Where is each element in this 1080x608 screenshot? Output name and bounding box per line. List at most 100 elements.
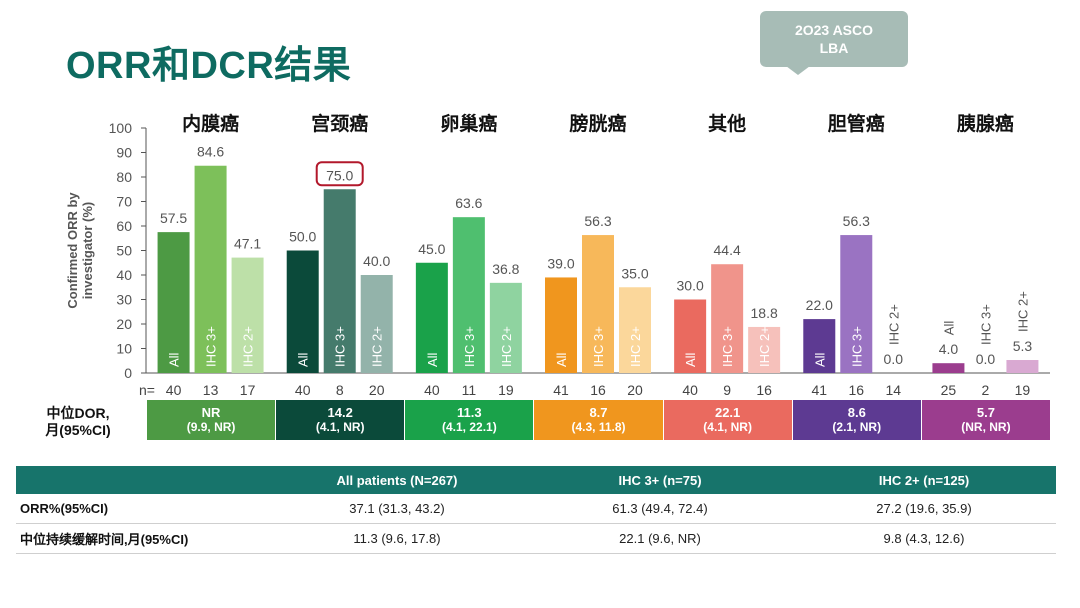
y-axis-title: Confirmed ORR byinvestigator (%) (65, 192, 95, 309)
bar-category-label: IHC 2+ (757, 326, 772, 367)
dor-ci: (2.1, NR) (832, 420, 882, 434)
summary-row-orr: ORR%(95%CI) 37.1 (31.3, 43.2) 61.3 (49.4… (16, 494, 1056, 524)
n-value: 40 (295, 382, 311, 398)
bar (489, 282, 522, 373)
y-tick-label: 80 (116, 169, 132, 185)
n-value: 20 (369, 382, 385, 398)
data-label: 18.8 (751, 305, 778, 321)
bar-category-label: IHC 2+ (241, 326, 256, 367)
dor-label-line-2: 月(95%CI) (45, 422, 111, 438)
summary-row-label: ORR%(95%CI) (16, 494, 266, 524)
dor-ci: (4.1, NR) (315, 420, 365, 434)
bar-category-label: IHC 3+ (462, 326, 477, 367)
n-value: 16 (848, 382, 864, 398)
bar-category-label: IHC 2+ (886, 304, 901, 345)
bar (582, 235, 614, 373)
n-value: 16 (590, 382, 606, 398)
y-tick-label: 70 (116, 194, 132, 210)
bar (1006, 360, 1039, 373)
data-label: 47.1 (234, 236, 261, 252)
dor-value: 5.7 (976, 405, 995, 420)
data-label: 63.6 (455, 195, 482, 211)
y-tick-label: 60 (116, 218, 132, 234)
bar-category-label: IHC 3+ (849, 326, 864, 367)
bar (748, 326, 781, 373)
bar (452, 217, 485, 373)
bar-category-label: IHC 2+ (1015, 291, 1030, 332)
dor-box: 11.3 (4.1, 22.1) (405, 400, 534, 440)
summary-cell: 37.1 (31.3, 43.2) (266, 494, 528, 524)
bar (286, 250, 319, 373)
data-label: 50.0 (289, 229, 316, 245)
conference-badge: 2O23 ASCO LBA (760, 11, 908, 67)
y-tick-label: 0 (124, 365, 132, 381)
group-title: 其他 (708, 112, 746, 135)
dor-value: 11.3 (457, 405, 482, 420)
dor-box: 14.2 (4.1, NR) (276, 400, 405, 440)
y-tick-label: 100 (109, 120, 133, 136)
dor-value: NR (201, 405, 221, 420)
bar-category-label: IHC 2+ (370, 326, 385, 367)
n-value: 2 (982, 382, 990, 398)
dor-box: 8.7 (4.3, 11.8) (534, 400, 663, 440)
data-label: 35.0 (621, 265, 648, 281)
data-label: 5.3 (1013, 338, 1033, 354)
data-label: 56.3 (584, 213, 611, 229)
bar-category-label: IHC 2+ (628, 326, 643, 367)
data-label: 57.5 (160, 210, 187, 226)
n-prefix-label: n= (139, 382, 155, 398)
bar (231, 257, 264, 373)
bar-category-label: IHC 3+ (204, 326, 219, 367)
bar (803, 319, 836, 373)
bar-category-label: IHC 3+ (720, 326, 735, 367)
summary-header-ihc2: IHC 2+ (n=125) (792, 466, 1056, 494)
n-value: 9 (723, 382, 731, 398)
bar-category-label: IHC 3+ (591, 326, 606, 367)
summary-row-label: 中位持续缓解时间,月(95%CI) (16, 523, 266, 554)
summary-row-dor: 中位持续缓解时间,月(95%CI) 11.3 (9.6, 17.8) 22.1 … (16, 523, 1056, 554)
dor-ci: (NR, NR) (961, 420, 1011, 434)
page-title: ORR和DCR结果 (66, 45, 352, 87)
n-value: 41 (811, 382, 827, 398)
n-value: 40 (424, 382, 440, 398)
bar-category-label: All (167, 352, 182, 367)
data-label: 4.0 (939, 341, 959, 357)
bar (619, 287, 651, 373)
summary-header-blank (16, 466, 266, 494)
n-value: 25 (941, 382, 957, 398)
summary-cell: 27.2 (19.6, 35.9) (792, 494, 1056, 524)
group-title: 宫颈癌 (311, 112, 368, 135)
data-label: 84.6 (197, 144, 224, 160)
y-tick-label: 90 (116, 145, 132, 161)
n-value: 40 (682, 382, 698, 398)
data-label: 56.3 (843, 213, 870, 229)
dor-value: 14.2 (327, 405, 353, 420)
dor-ci: (4.1, 22.1) (442, 420, 497, 434)
bar-category-label: All (941, 321, 956, 336)
n-value: 41 (553, 382, 569, 398)
orr-bar-chart: 0 10 20 30 40 50 60 70 80 90 100 Confirmed ORR byin… (65, 112, 1050, 398)
bar-category-label: All (683, 352, 698, 367)
group-title: 内膜癌 (182, 112, 239, 135)
summary-header-all: All patients (N=267) (266, 466, 528, 494)
bar-category-label: IHC 3+ (333, 326, 348, 367)
group-title: 卵巢癌 (440, 112, 497, 135)
group-title: 胆管癌 (828, 112, 885, 135)
data-label: 0.0 (884, 351, 904, 367)
bar (323, 189, 356, 373)
data-label: 0.0 (976, 351, 996, 367)
bar (157, 232, 190, 373)
dor-ci: (4.1, NR) (703, 420, 752, 434)
data-label: 22.0 (806, 297, 833, 313)
bar (360, 275, 393, 373)
data-label: 45.0 (418, 241, 445, 257)
bar-category-label: IHC 2+ (499, 326, 514, 367)
badge-line-1: 2O23 ASCO (794, 22, 874, 38)
summary-header-ihc3: IHC 3+ (n=75) (528, 466, 792, 494)
bar (932, 363, 965, 373)
group-title: 胰腺癌 (956, 112, 1014, 135)
n-value: 13 (203, 382, 219, 398)
dor-box: 8.6 (2.1, NR) (792, 400, 921, 440)
bar (674, 299, 707, 373)
summary-cell: 22.1 (9.6, NR) (528, 523, 792, 554)
